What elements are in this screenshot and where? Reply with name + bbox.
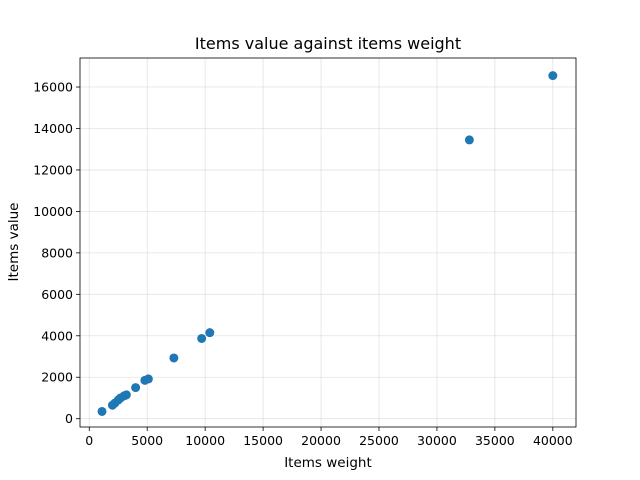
x-tick-label: 25000 bbox=[359, 433, 399, 448]
x-tick-label: 20000 bbox=[301, 433, 341, 448]
data-point bbox=[464, 135, 474, 145]
data-point bbox=[548, 71, 558, 81]
y-tick-label: 6000 bbox=[41, 287, 73, 302]
y-tick-label: 4000 bbox=[41, 328, 73, 343]
chart-title: Items value against items weight bbox=[195, 34, 461, 53]
y-tick-label: 10000 bbox=[33, 204, 73, 219]
y-tick-label: 14000 bbox=[33, 121, 73, 136]
axis-ticks: 0 5000 10000 15000 20000 25000 30000 35000 40000… bbox=[33, 80, 573, 448]
data-point bbox=[121, 390, 131, 400]
y-tick-label: 8000 bbox=[41, 245, 73, 260]
x-tick-label: 10000 bbox=[185, 433, 225, 448]
x-tick-label: 30000 bbox=[417, 433, 457, 448]
x-tick-label: 40000 bbox=[533, 433, 573, 448]
data-point bbox=[143, 374, 153, 384]
x-axis-label: Items weight bbox=[284, 455, 372, 471]
x-tick-label: 5000 bbox=[131, 433, 163, 448]
x-tick-label: 35000 bbox=[475, 433, 515, 448]
y-tick-label: 2000 bbox=[41, 370, 73, 385]
data-point bbox=[197, 333, 207, 343]
grid bbox=[80, 58, 576, 427]
data-point bbox=[205, 328, 215, 338]
y-tick-label: 12000 bbox=[33, 162, 73, 177]
data-point bbox=[169, 353, 179, 363]
y-tick-label: 16000 bbox=[33, 80, 73, 95]
y-axis-label: Items value bbox=[6, 203, 22, 282]
data-point bbox=[97, 406, 107, 416]
y-tick-label: 0 bbox=[65, 411, 73, 426]
x-tick-label: 0 bbox=[85, 433, 93, 448]
data-point bbox=[131, 383, 141, 393]
plot-frame bbox=[79, 57, 577, 428]
x-tick-label: 15000 bbox=[243, 433, 283, 448]
data-points bbox=[97, 71, 558, 416]
